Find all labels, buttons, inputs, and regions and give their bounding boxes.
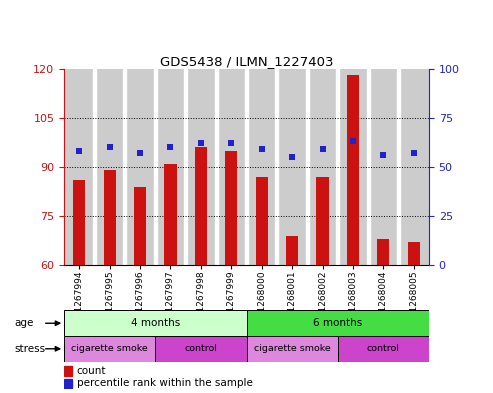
- Bar: [408, 242, 420, 265]
- Text: stress: stress: [15, 344, 46, 354]
- Bar: [64, 69, 95, 265]
- Bar: [155, 69, 186, 265]
- Bar: [347, 75, 359, 265]
- Text: control: control: [367, 344, 400, 353]
- Bar: [368, 69, 398, 265]
- Text: age: age: [15, 318, 34, 328]
- Bar: [64, 379, 72, 388]
- Text: 6 months: 6 months: [313, 318, 362, 328]
- Text: count: count: [77, 366, 106, 376]
- Point: [106, 144, 113, 151]
- Bar: [165, 164, 176, 265]
- Bar: [104, 170, 116, 265]
- Bar: [93, 69, 96, 265]
- Text: control: control: [184, 344, 217, 353]
- Bar: [338, 336, 429, 362]
- Bar: [377, 239, 389, 265]
- Text: percentile rank within the sample: percentile rank within the sample: [77, 378, 253, 388]
- Bar: [246, 310, 429, 336]
- Point: [349, 138, 357, 145]
- Title: GDS5438 / ILMN_1227403: GDS5438 / ILMN_1227403: [160, 55, 333, 68]
- Bar: [225, 151, 238, 265]
- Bar: [186, 69, 216, 265]
- Text: 4 months: 4 months: [131, 318, 180, 328]
- Bar: [64, 366, 72, 376]
- Bar: [125, 69, 155, 265]
- Bar: [154, 69, 157, 265]
- Bar: [286, 236, 298, 265]
- Bar: [134, 187, 146, 265]
- Bar: [277, 69, 307, 265]
- Text: cigarette smoke: cigarette smoke: [254, 344, 330, 353]
- Bar: [276, 69, 279, 265]
- Bar: [397, 69, 400, 265]
- Point: [167, 144, 175, 151]
- Point: [410, 150, 418, 156]
- Bar: [64, 310, 246, 336]
- Bar: [338, 69, 368, 265]
- Point: [136, 150, 144, 156]
- Point: [288, 154, 296, 160]
- Bar: [64, 336, 155, 362]
- Point: [318, 146, 326, 152]
- Bar: [246, 336, 338, 362]
- Bar: [306, 69, 309, 265]
- Bar: [317, 177, 329, 265]
- Bar: [155, 336, 246, 362]
- Point: [227, 140, 235, 147]
- Bar: [246, 69, 277, 265]
- Point: [380, 152, 387, 158]
- Point: [197, 140, 205, 147]
- Bar: [307, 69, 338, 265]
- Point: [75, 148, 83, 154]
- Bar: [95, 69, 125, 265]
- Bar: [256, 177, 268, 265]
- Bar: [184, 69, 187, 265]
- Bar: [73, 180, 85, 265]
- Bar: [216, 69, 246, 265]
- Bar: [245, 69, 248, 265]
- Bar: [398, 69, 429, 265]
- Text: cigarette smoke: cigarette smoke: [71, 344, 148, 353]
- Point: [258, 146, 266, 152]
- Bar: [367, 69, 370, 265]
- Bar: [123, 69, 126, 265]
- Bar: [214, 69, 217, 265]
- Bar: [195, 147, 207, 265]
- Bar: [336, 69, 339, 265]
